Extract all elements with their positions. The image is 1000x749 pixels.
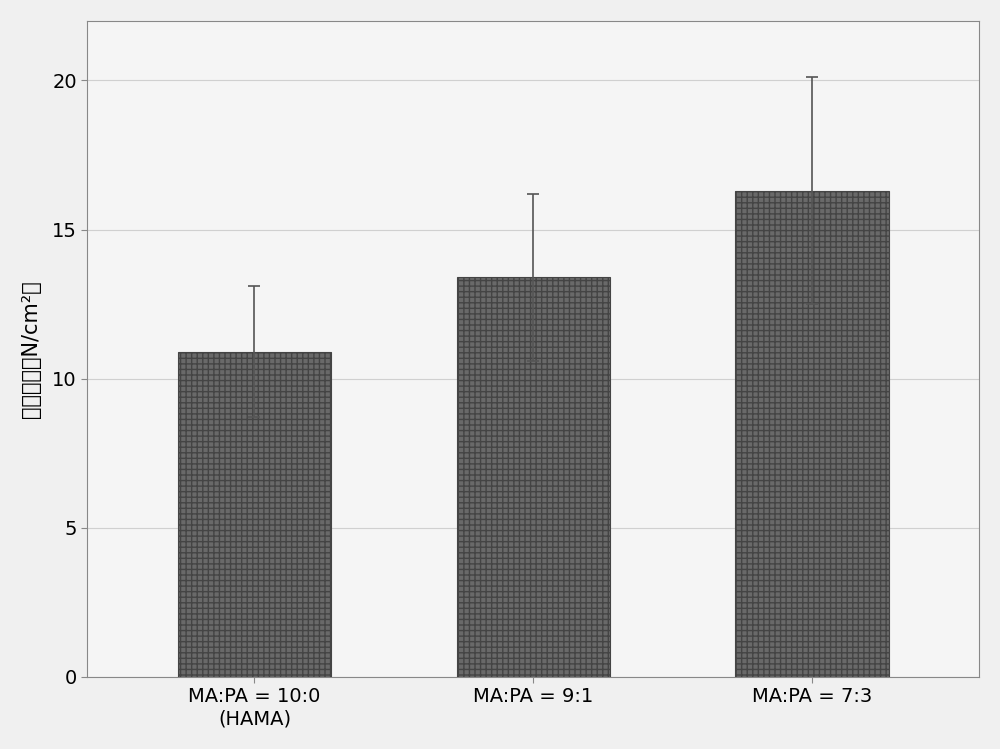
Bar (735, 191, 889, 677)
Bar (178, 352, 331, 677)
Bar (457, 277, 610, 677)
Y-axis label: 拉伸模量（N/cm²）: 拉伸模量（N/cm²） (21, 280, 41, 418)
